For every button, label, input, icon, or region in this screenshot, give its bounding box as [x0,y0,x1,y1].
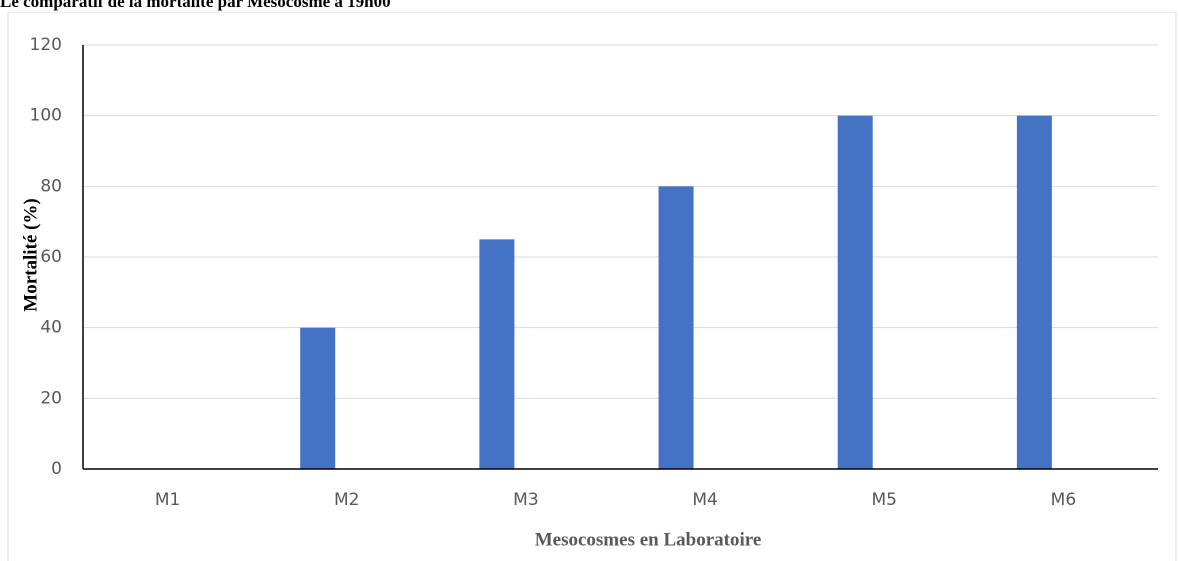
y-tick-label: 0 [51,459,62,479]
x-tick-label: M5 [872,490,897,510]
x-tick-label: M3 [513,490,538,510]
y-axis-title: Mortalité (%) [20,198,41,311]
x-axis-title: Mesocosmes en Laboratoire [535,529,762,550]
bar [658,186,694,470]
y-tick-label: 40 [40,318,62,338]
x-tick-label: M4 [692,490,717,510]
y-tick-label: 120 [30,35,62,55]
title-band [0,0,1179,12]
x-tick-label: M1 [155,490,180,510]
x-tick-label: M6 [1051,490,1076,510]
y-tick-label: 20 [40,388,62,408]
bar [837,115,873,470]
bar [479,239,515,469]
bar [1016,115,1052,470]
y-tick-label: 60 [40,247,62,267]
y-tick-label: 100 [30,106,62,126]
chart-title: Le comparatif de la mortalité par Mesoco… [0,0,391,11]
x-tick-label: M2 [334,490,359,510]
bar [300,327,336,469]
y-tick-label: 80 [40,176,62,196]
chart-frame [7,11,1177,561]
